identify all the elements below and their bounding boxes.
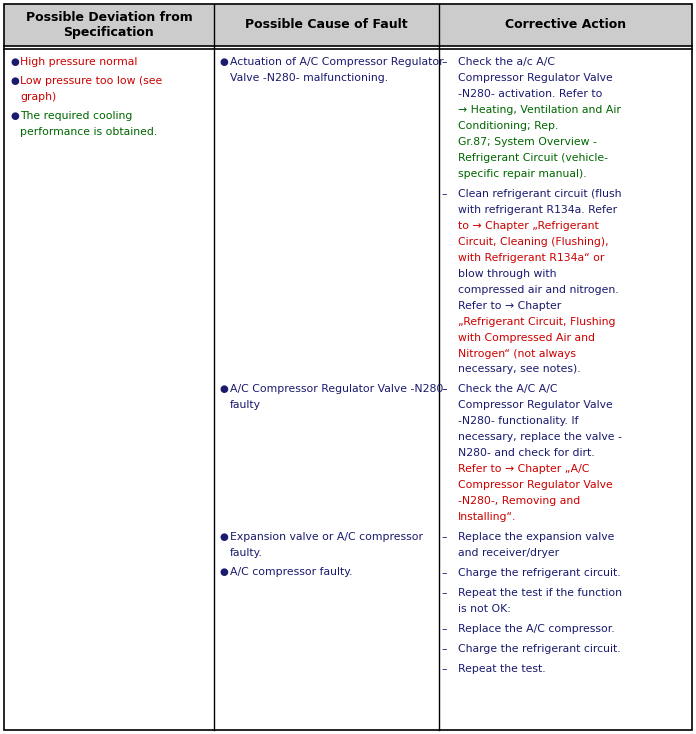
- Text: Compressor Regulator Valve: Compressor Regulator Valve: [458, 401, 612, 410]
- Text: –: –: [442, 624, 448, 634]
- Text: necessary, see notes).: necessary, see notes).: [458, 365, 580, 374]
- Text: with Compressed Air and: with Compressed Air and: [458, 333, 595, 343]
- Text: faulty: faulty: [230, 401, 261, 410]
- Text: –: –: [442, 57, 448, 67]
- Text: Corrective Action: Corrective Action: [505, 18, 626, 32]
- Text: Check the A/C A/C: Check the A/C A/C: [458, 385, 557, 394]
- Text: Refrigerant Circuit (vehicle-: Refrigerant Circuit (vehicle-: [458, 153, 608, 163]
- Text: Gr.87; System Overview -: Gr.87; System Overview -: [458, 137, 596, 147]
- Text: N280- and check for dirt.: N280- and check for dirt.: [458, 448, 594, 458]
- Text: Low pressure too low (see: Low pressure too low (see: [20, 76, 162, 86]
- Text: „Refrigerant Circuit, Flushing: „Refrigerant Circuit, Flushing: [458, 316, 615, 327]
- Text: Clean refrigerant circuit (flush: Clean refrigerant circuit (flush: [458, 189, 622, 199]
- Text: Actuation of A/C Compressor Regulator: Actuation of A/C Compressor Regulator: [230, 57, 443, 67]
- Text: Charge the refrigerant circuit.: Charge the refrigerant circuit.: [458, 568, 620, 578]
- Text: -N280-, Removing and: -N280-, Removing and: [458, 496, 580, 506]
- Text: Compressor Regulator Valve: Compressor Regulator Valve: [458, 480, 612, 490]
- Text: Possible Deviation from
Specification: Possible Deviation from Specification: [26, 11, 192, 39]
- Text: ●: ●: [220, 57, 229, 67]
- Text: to → Chapter „Refrigerant: to → Chapter „Refrigerant: [458, 221, 599, 230]
- Text: ●: ●: [220, 532, 229, 542]
- Text: ●: ●: [10, 111, 19, 121]
- Text: Replace the expansion valve: Replace the expansion valve: [458, 532, 614, 542]
- Text: -N280- functionality. If: -N280- functionality. If: [458, 416, 578, 426]
- Text: is not OK:: is not OK:: [458, 604, 511, 614]
- Text: Repeat the test.: Repeat the test.: [458, 664, 546, 674]
- Text: necessary, replace the valve -: necessary, replace the valve -: [458, 432, 622, 443]
- Text: Installing“.: Installing“.: [458, 512, 516, 522]
- Text: compressed air and nitrogen.: compressed air and nitrogen.: [458, 285, 619, 294]
- Text: ●: ●: [220, 567, 229, 577]
- Text: A/C Compressor Regulator Valve -N280-: A/C Compressor Regulator Valve -N280-: [230, 385, 447, 394]
- Text: specific repair manual).: specific repair manual).: [458, 169, 587, 179]
- Text: ●: ●: [10, 57, 19, 67]
- Text: –: –: [442, 532, 448, 542]
- Text: –: –: [442, 189, 448, 199]
- Bar: [4, 4, 692, 46]
- Text: High pressure normal: High pressure normal: [20, 57, 137, 67]
- Text: and receiver/dryer: and receiver/dryer: [458, 548, 559, 558]
- Text: graph): graph): [20, 92, 56, 102]
- Text: Repeat the test if the function: Repeat the test if the function: [458, 588, 622, 598]
- Text: → Heating, Ventilation and Air: → Heating, Ventilation and Air: [458, 105, 621, 115]
- Text: Replace the A/C compressor.: Replace the A/C compressor.: [458, 624, 615, 634]
- Text: The required cooling: The required cooling: [20, 111, 132, 121]
- Text: Circuit, Cleaning (Flushing),: Circuit, Cleaning (Flushing),: [458, 236, 608, 247]
- Text: Refer to → Chapter: Refer to → Chapter: [458, 301, 561, 310]
- Text: ●: ●: [10, 76, 19, 86]
- Text: Possible Cause of Fault: Possible Cause of Fault: [245, 18, 408, 32]
- Text: Check the a/c A/C: Check the a/c A/C: [458, 57, 555, 67]
- Text: with Refrigerant R134a“ or: with Refrigerant R134a“ or: [458, 252, 604, 263]
- Text: –: –: [442, 385, 448, 394]
- Text: Refer to → Chapter „A/C: Refer to → Chapter „A/C: [458, 465, 590, 474]
- Text: –: –: [442, 664, 448, 674]
- Text: with refrigerant R134a. Refer: with refrigerant R134a. Refer: [458, 205, 617, 215]
- Text: –: –: [442, 568, 448, 578]
- Text: performance is obtained.: performance is obtained.: [20, 127, 157, 137]
- Text: Expansion valve or A/C compressor: Expansion valve or A/C compressor: [230, 532, 423, 542]
- Text: –: –: [442, 644, 448, 654]
- Text: Nitrogen“ (not always: Nitrogen“ (not always: [458, 349, 576, 358]
- Text: ●: ●: [220, 385, 229, 394]
- Text: Compressor Regulator Valve: Compressor Regulator Valve: [458, 73, 612, 83]
- Text: Valve -N280- malfunctioning.: Valve -N280- malfunctioning.: [230, 73, 388, 83]
- Text: Conditioning; Rep.: Conditioning; Rep.: [458, 121, 558, 131]
- Text: Charge the refrigerant circuit.: Charge the refrigerant circuit.: [458, 644, 620, 654]
- Text: –: –: [442, 588, 448, 598]
- Text: -N280- activation. Refer to: -N280- activation. Refer to: [458, 89, 602, 99]
- Text: blow through with: blow through with: [458, 269, 556, 279]
- Text: faulty.: faulty.: [230, 548, 262, 558]
- Text: A/C compressor faulty.: A/C compressor faulty.: [230, 567, 352, 577]
